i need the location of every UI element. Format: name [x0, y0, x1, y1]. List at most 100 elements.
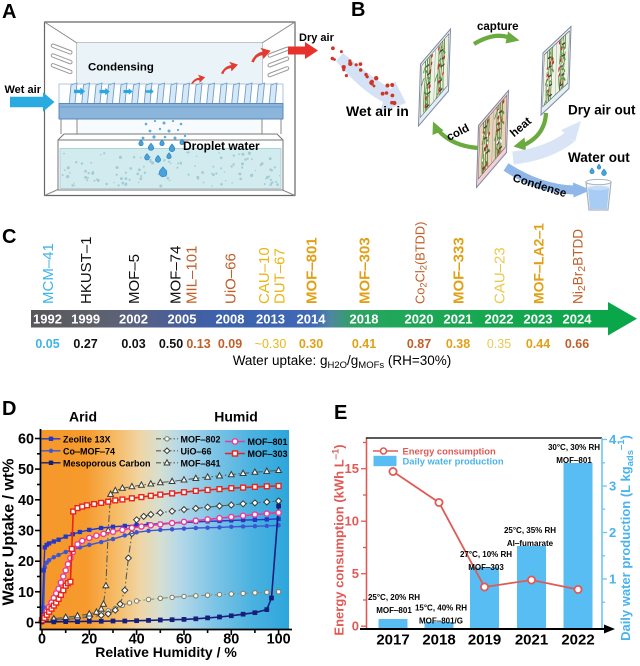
svg-text:MOF‒5: MOF‒5 [126, 254, 143, 304]
svg-text:10: 10 [345, 514, 359, 529]
svg-text:Water out: Water out [568, 150, 630, 165]
svg-text:CAU‒23: CAU‒23 [492, 247, 509, 304]
svg-text:MCM‒41: MCM‒41 [40, 243, 57, 304]
svg-text:2021: 2021 [515, 632, 548, 649]
svg-text:0: 0 [38, 632, 46, 648]
svg-text:0.41: 0.41 [352, 337, 376, 351]
svg-text:20: 20 [81, 632, 97, 648]
svg-text:0.03: 0.03 [121, 337, 145, 351]
svg-text:Energy consumption (kWh L‒1): Energy consumption (kWh L‒1) [331, 444, 347, 635]
svg-text:D: D [2, 398, 16, 420]
svg-text:MOF‒LA2‒1: MOF‒LA2‒1 [531, 223, 547, 304]
svg-text:0.27: 0.27 [73, 337, 97, 351]
svg-text:Wet air: Wet air [5, 84, 42, 96]
svg-text:3: 3 [609, 479, 616, 494]
svg-text:Co‒MOF‒74: Co‒MOF‒74 [63, 446, 115, 456]
svg-text:MOF‒801: MOF‒801 [556, 456, 592, 465]
svg-text:Co2Cl2(BTDD): Co2Cl2(BTDD) [413, 222, 430, 304]
svg-text:E: E [334, 402, 347, 424]
svg-text:capture: capture [477, 21, 519, 33]
svg-text:2022: 2022 [561, 632, 594, 649]
svg-text:Wet air in: Wet air in [346, 103, 409, 119]
svg-text:Dry air: Dry air [299, 32, 335, 44]
svg-text:25°C, 35% RH: 25°C, 35% RH [504, 526, 556, 535]
svg-text:2022: 2022 [485, 312, 514, 327]
svg-text:2019: 2019 [468, 632, 501, 649]
svg-text:0.50: 0.50 [159, 337, 183, 351]
svg-text:10: 10 [18, 585, 34, 601]
svg-text:Condense: Condense [511, 172, 568, 200]
svg-text:MOF‒801/G: MOF‒801/G [419, 617, 463, 626]
svg-text:2002: 2002 [119, 312, 148, 327]
svg-text:0.87: 0.87 [407, 337, 431, 351]
svg-text:2014: 2014 [297, 312, 327, 327]
svg-text:25°C, 20% RH: 25°C, 20% RH [368, 593, 420, 602]
svg-text:Water uptake: gH2O/gMOFs (RH=3: Water uptake: gH2O/gMOFs (RH=30%) [233, 353, 452, 371]
svg-text:MIL‒101: MIL‒101 [184, 246, 201, 304]
svg-text:Relative Humidity / %: Relative Humidity / % [95, 644, 237, 660]
svg-text:C: C [2, 226, 16, 248]
svg-text:MOF‒801: MOF‒801 [248, 437, 288, 447]
svg-text:Droplet water: Droplet water [183, 139, 260, 153]
svg-text:Water Uptake / wt%: Water Uptake / wt% [1, 459, 18, 606]
svg-text:0.38: 0.38 [446, 337, 470, 351]
svg-text:Mesoporous Carbon: Mesoporous Carbon [63, 458, 151, 468]
svg-text:Zeolite 13X: Zeolite 13X [63, 434, 111, 444]
svg-text:15: 15 [345, 461, 359, 476]
svg-text:30°C, 30% RH: 30°C, 30% RH [548, 443, 600, 452]
svg-text:MOF‒303: MOF‒303 [357, 237, 374, 304]
svg-text:MOF‒801: MOF‒801 [376, 606, 412, 615]
svg-text:2021: 2021 [444, 312, 473, 327]
svg-text:2024: 2024 [563, 312, 593, 327]
svg-text:2: 2 [609, 525, 616, 540]
svg-text:40: 40 [129, 632, 145, 648]
svg-text:UiO‒66: UiO‒66 [181, 446, 212, 456]
svg-text:0: 0 [26, 616, 34, 632]
svg-text:30: 30 [18, 524, 34, 540]
svg-text:60: 60 [18, 432, 34, 448]
svg-text:A: A [2, 1, 16, 23]
svg-text:0.44: 0.44 [526, 337, 550, 351]
svg-text:MOF‒74: MOF‒74 [168, 246, 185, 304]
svg-text:2023: 2023 [524, 312, 553, 327]
svg-text:2017: 2017 [376, 632, 409, 649]
svg-text:Daily water production: Daily water production [403, 456, 504, 467]
svg-text:0.30: 0.30 [299, 337, 323, 351]
svg-text:Al‒fumarate: Al‒fumarate [507, 539, 554, 548]
svg-text:cold: cold [445, 122, 472, 143]
svg-text:20: 20 [18, 554, 34, 570]
svg-text:Energy consumption: Energy consumption [403, 445, 497, 456]
svg-text:80: 80 [223, 632, 239, 648]
svg-text:UiO‒66: UiO‒66 [223, 253, 240, 304]
svg-text:0: 0 [352, 619, 359, 634]
svg-text:MOF‒802: MOF‒802 [181, 434, 221, 444]
svg-text:1992: 1992 [33, 312, 62, 327]
svg-text:Humid: Humid [214, 409, 258, 425]
svg-text:60: 60 [176, 632, 192, 648]
svg-text:27°C, 10% RH: 27°C, 10% RH [460, 550, 512, 559]
svg-text:0.13: 0.13 [186, 337, 210, 351]
svg-text:50: 50 [18, 462, 34, 478]
svg-text:Dry air out: Dry air out [568, 103, 636, 118]
svg-text:MOF‒801: MOF‒801 [304, 237, 321, 304]
svg-text:2008: 2008 [216, 312, 245, 327]
svg-text:MOF‒303: MOF‒303 [248, 449, 288, 459]
svg-text:5: 5 [352, 566, 359, 581]
svg-text:CAU‒10: CAU‒10 [256, 247, 273, 304]
svg-text:MOF‒303: MOF‒303 [468, 563, 504, 572]
svg-text:2020: 2020 [405, 312, 434, 327]
svg-text:heat: heat [508, 115, 534, 140]
svg-text:MOF‒333: MOF‒333 [451, 237, 468, 304]
svg-text:B: B [351, 0, 365, 21]
svg-text:1999: 1999 [71, 312, 100, 327]
svg-text:0.05: 0.05 [35, 337, 59, 351]
svg-text:0.09: 0.09 [218, 337, 242, 351]
svg-text:2018: 2018 [350, 312, 379, 327]
svg-text:~0.30: ~0.30 [255, 337, 287, 351]
svg-text:MOF‒841: MOF‒841 [181, 458, 221, 468]
svg-text:100: 100 [267, 632, 291, 648]
svg-text:DUT‒67: DUT‒67 [272, 248, 289, 304]
svg-text:2005: 2005 [168, 312, 197, 327]
svg-text:1: 1 [609, 572, 616, 587]
svg-text:Condensing: Condensing [88, 62, 154, 74]
